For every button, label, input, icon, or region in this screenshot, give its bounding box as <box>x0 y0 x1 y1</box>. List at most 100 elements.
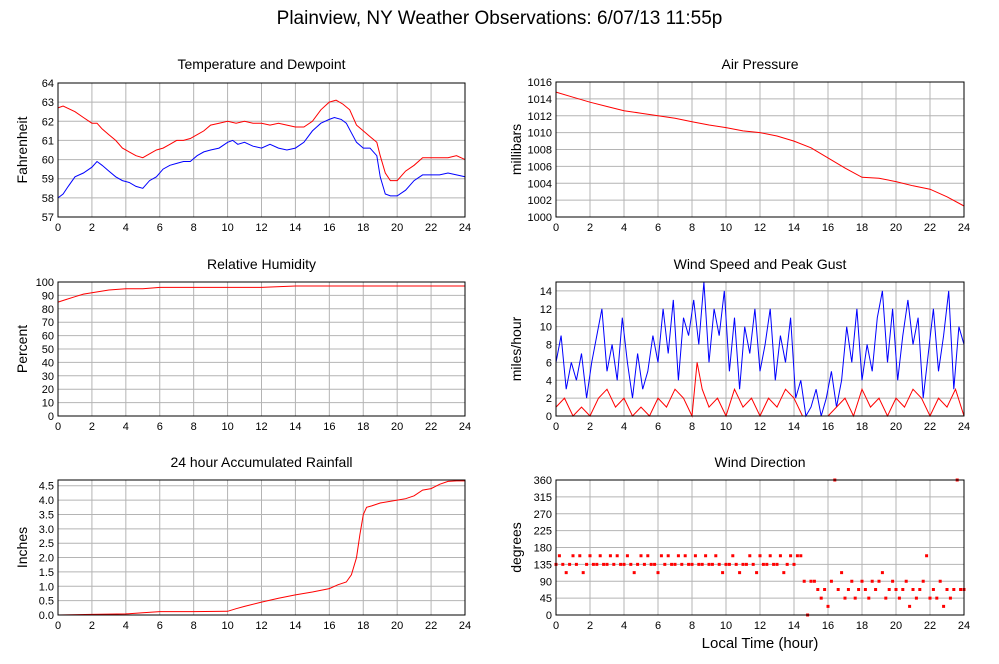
scatter-point <box>938 579 942 583</box>
x-tick-label: 8 <box>191 222 197 234</box>
wind-speed-gust-ylabel: miles/hour <box>508 316 524 381</box>
scatter-point <box>959 588 963 591</box>
wind-direction-xlabel: Local Time (hour) <box>702 635 819 652</box>
x-tick-label: 14 <box>788 421 800 433</box>
y-tick-label: 64 <box>42 78 54 90</box>
x-tick-label: 16 <box>822 421 834 433</box>
scatter-point <box>802 579 806 583</box>
scatter-point <box>914 596 918 600</box>
x-tick-label: 18 <box>856 421 868 433</box>
x-tick-label: 12 <box>255 421 267 433</box>
y-tick-label: 0.0 <box>39 610 54 622</box>
scatter-point <box>942 604 946 608</box>
scatter-point <box>588 554 592 558</box>
scatter-point <box>948 596 952 600</box>
scatter-point <box>758 554 762 558</box>
x-tick-label: 18 <box>357 222 369 234</box>
scatter-point <box>952 588 956 591</box>
x-tick-label: 16 <box>822 222 834 234</box>
y-tick-label: 45 <box>540 593 552 605</box>
scatter-point <box>768 554 772 558</box>
scatter-point <box>891 579 895 583</box>
scatter-point <box>870 579 874 583</box>
y-tick-label: 180 <box>534 543 552 555</box>
y-tick-label: 60 <box>42 331 54 343</box>
y-tick-label: 0 <box>546 411 552 423</box>
scatter-point <box>653 562 657 566</box>
x-tick-label: 8 <box>689 421 695 433</box>
x-tick-label: 2 <box>89 620 95 632</box>
x-tick-label: 22 <box>425 421 437 433</box>
scatter-point <box>602 562 606 566</box>
scatter-point <box>751 562 755 566</box>
y-tick-label: 4.0 <box>39 495 54 507</box>
y-tick-label: 6 <box>546 357 552 369</box>
scatter-point <box>622 562 626 566</box>
air-pressure-ylabel: millibars <box>508 124 524 175</box>
x-tick-label: 4 <box>123 421 129 433</box>
x-tick-label: 20 <box>890 620 902 632</box>
scatter-point <box>636 562 640 566</box>
x-tick-label: 6 <box>157 421 163 433</box>
scatter-point <box>564 571 568 575</box>
x-tick-label: 22 <box>425 620 437 632</box>
y-tick-label: 80 <box>42 304 54 316</box>
x-tick-label: 8 <box>191 620 197 632</box>
scatter-point <box>598 554 602 558</box>
y-tick-label: 62 <box>42 116 54 128</box>
y-tick-label: 2.0 <box>39 553 54 565</box>
scatter-point <box>863 588 867 591</box>
x-tick-label: 0 <box>553 222 559 234</box>
y-tick-label: 1010 <box>528 128 552 140</box>
scatter-point <box>795 554 799 558</box>
scatter-point <box>921 579 925 583</box>
scatter-point <box>625 554 629 558</box>
y-tick-label: 0 <box>546 610 552 622</box>
scatter-point <box>928 596 932 600</box>
scatter-point <box>853 596 857 600</box>
x-tick-label: 24 <box>958 620 970 632</box>
scatter-point <box>765 562 769 566</box>
x-tick-label: 0 <box>55 620 61 632</box>
y-tick-label: 4.5 <box>39 481 54 493</box>
scatter-point <box>911 588 915 591</box>
x-tick-label: 8 <box>191 421 197 433</box>
scatter-point <box>812 579 816 583</box>
x-tick-label: 6 <box>157 222 163 234</box>
x-tick-label: 10 <box>720 421 732 433</box>
scatter-point <box>690 562 694 566</box>
temperature-dewpoint-series-line-1 <box>57 116 466 199</box>
y-tick-label: 1.5 <box>39 567 54 579</box>
x-tick-label: 0 <box>553 620 559 632</box>
scatter-point <box>731 554 735 558</box>
y-tick-label: 90 <box>540 576 552 588</box>
scatter-point <box>918 588 922 591</box>
x-tick-label: 14 <box>289 222 301 234</box>
scatter-point <box>846 588 850 591</box>
x-tick-label: 24 <box>459 421 471 433</box>
y-tick-label: 63 <box>42 97 54 109</box>
accumulated-rainfall-chart: 24 hour Accumulated Rainfall 0 2 4 6 8 10 12 14 1… <box>0 448 499 659</box>
scatter-point <box>799 554 803 558</box>
x-tick-label: 14 <box>788 620 800 632</box>
x-tick-label: 20 <box>391 620 403 632</box>
y-tick-label: 3.0 <box>39 524 54 536</box>
scatter-point <box>816 588 820 591</box>
y-tick-label: 1014 <box>528 94 552 106</box>
y-tick-label: 1012 <box>528 111 552 123</box>
scatter-point <box>744 562 748 566</box>
y-tick-label: 60 <box>42 155 54 167</box>
scatter-point <box>748 554 752 558</box>
y-tick-label: 20 <box>42 384 54 396</box>
scatter-point <box>931 588 935 591</box>
y-tick-label: 315 <box>534 492 552 504</box>
x-tick-label: 4 <box>621 222 627 234</box>
y-tick-label: 1.0 <box>39 581 54 593</box>
x-tick-label: 24 <box>958 421 970 433</box>
scatter-point <box>608 554 612 558</box>
x-tick-label: 2 <box>89 222 95 234</box>
y-tick-label: 90 <box>42 290 54 302</box>
temperature-dewpoint-chart: Temperature and Dewpoint 0 2 4 6 8 10 12 14 16 18 2… <box>0 50 499 250</box>
